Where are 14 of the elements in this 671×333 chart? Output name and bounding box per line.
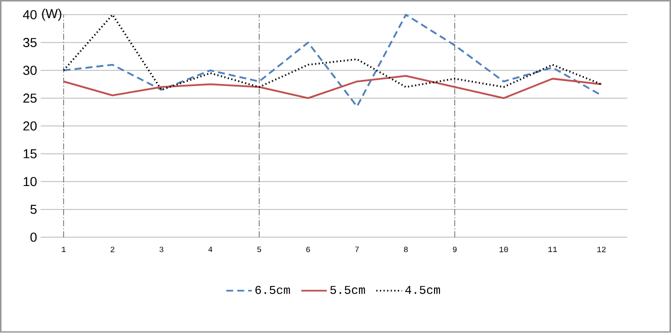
y-tick-label: 40 [23, 10, 37, 20]
y-tick-label: 10 [24, 177, 37, 186]
legend-label: 4.5cm [405, 286, 440, 294]
y-tick-label: 5 [30, 205, 37, 214]
y-tick-label: 0 [30, 232, 37, 242]
legend-label: 6.5cm [255, 286, 290, 294]
line-series [62, 14, 602, 91]
legend-label: 5.5cm [330, 286, 365, 294]
y-tick-label: 20 [23, 121, 37, 131]
y-tick-label: 35 [23, 38, 37, 48]
y-axis-title: (W) [42, 8, 62, 21]
y-tick-label: 30 [23, 66, 37, 76]
y-tick-label: 25 [23, 94, 37, 103]
y-tick-label: 15 [24, 149, 37, 158]
